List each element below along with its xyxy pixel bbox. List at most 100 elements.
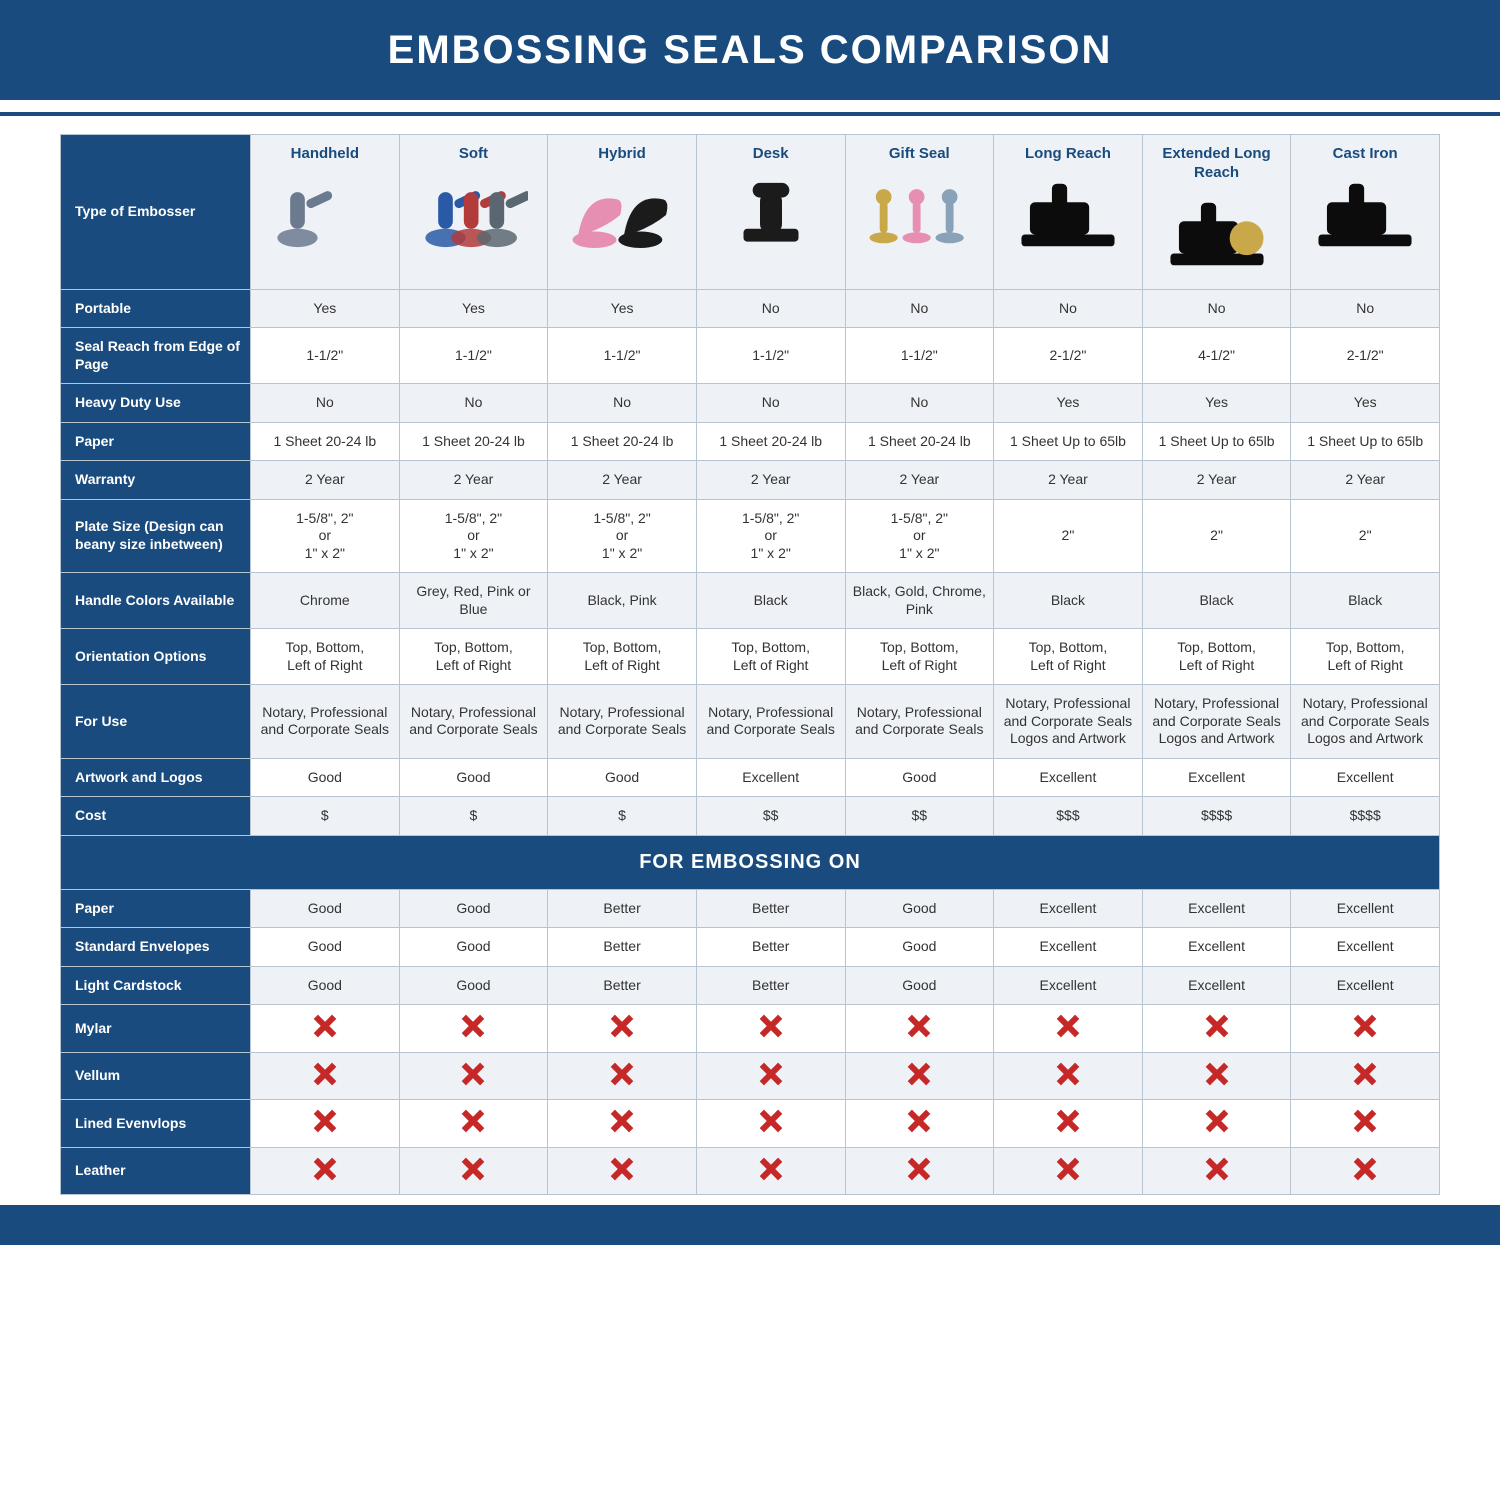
table-cell: Chrome [251,573,400,629]
table-cell: Good [251,758,400,797]
table-cell: 2 Year [845,461,994,500]
row-header: Paper [61,422,251,461]
table-cell: 1-5/8", 2" or 1" x 2" [399,499,548,573]
table-cell [994,1052,1143,1100]
table-cell [548,1147,697,1195]
table-header-row: Type of Embosser Handheld Soft Hybri [61,135,1440,290]
table-cell: Yes [1291,384,1440,423]
column-header-label: Desk [703,145,839,164]
x-icon [462,1063,484,1085]
table-cell: 2" [1291,499,1440,573]
table-cell: Grey, Red, Pink or Blue [399,573,548,629]
table-cell: 2 Year [548,461,697,500]
table-cell [1291,1005,1440,1053]
x-icon [760,1158,782,1180]
table-cell [845,1147,994,1195]
table-cell [399,1005,548,1053]
table-cell [1291,1052,1440,1100]
column-header-label: Extended Long Reach [1149,145,1285,183]
table-cell: $ [548,797,697,836]
table-cell [251,1052,400,1100]
x-icon [908,1158,930,1180]
table-cell: Good [399,928,548,967]
row-header: For Use [61,685,251,759]
column-header: Desk [696,135,845,290]
table-cell: $$ [696,797,845,836]
table-cell: Excellent [1142,928,1291,967]
table-cell: 2 Year [251,461,400,500]
table-cell [399,1052,548,1100]
table-row: For UseNotary, Professional and Corporat… [61,685,1440,759]
x-icon [1057,1015,1079,1037]
table-cell: Black [1291,573,1440,629]
table-cell: 2 Year [399,461,548,500]
table-cell: Excellent [994,889,1143,928]
table-cell: 1-1/2" [696,328,845,384]
x-icon [1354,1110,1376,1132]
table-cell: 1-5/8", 2" or 1" x 2" [251,499,400,573]
x-icon [760,1110,782,1132]
table-cell: 2 Year [994,461,1143,500]
table-cell: Yes [399,289,548,328]
table-cell: Excellent [1291,889,1440,928]
x-icon [462,1158,484,1180]
table-cell: 1 Sheet 20-24 lb [548,422,697,461]
table-cell: Excellent [994,966,1143,1005]
table-cell: No [994,289,1143,328]
table-cell: Good [399,966,548,1005]
table-cell [1142,1052,1291,1100]
section-bar-label: FOR EMBOSSING ON [61,835,1440,889]
table-cell: 1-1/2" [251,328,400,384]
table-cell: Good [251,966,400,1005]
table-cell [696,1052,845,1100]
table-cell: Better [696,966,845,1005]
table-cell: Good [845,966,994,1005]
table-row: Vellum [61,1052,1440,1100]
row-header: Artwork and Logos [61,758,251,797]
table-row: PaperGoodGoodBetterBetterGoodExcellentEx… [61,889,1440,928]
row-header: Warranty [61,461,251,500]
x-icon [314,1158,336,1180]
table-cell: Notary, Professional and Corporate Seals… [994,685,1143,759]
column-header-label: Cast Iron [1297,145,1433,164]
table-cell: $$$ [994,797,1143,836]
table-row: Seal Reach from Edge of Page1-1/2"1-1/2"… [61,328,1440,384]
table-cell: Excellent [994,928,1143,967]
row-header: Cost [61,797,251,836]
column-header: Soft [399,135,548,290]
x-icon [1354,1015,1376,1037]
row-header: Mylar [61,1005,251,1053]
table-cell [1291,1147,1440,1195]
table-cell: Good [251,889,400,928]
x-icon [611,1110,633,1132]
embosser-icon [1000,170,1136,260]
x-icon [1206,1110,1228,1132]
x-icon [1206,1158,1228,1180]
column-header-label: Hybrid [554,145,690,164]
table-cell: No [696,384,845,423]
table-cell: $$$$ [1291,797,1440,836]
table-row: Leather [61,1147,1440,1195]
table-cell: Good [548,758,697,797]
x-icon [611,1158,633,1180]
table-cell: Notary, Professional and Corporate Seals [845,685,994,759]
table-row: Cost$$$$$$$$$$$$$$$$$$ [61,797,1440,836]
row-header: Vellum [61,1052,251,1100]
embosser-icon [554,170,690,260]
table-cell: Black, Gold, Chrome, Pink [845,573,994,629]
table-cell [696,1100,845,1148]
table-cell: Notary, Professional and Corporate Seals… [1142,685,1291,759]
table-row: Plate Size (Design can beany size inbetw… [61,499,1440,573]
table-cell: Better [696,928,845,967]
divider-top [0,112,1500,116]
table-cell: Notary, Professional and Corporate Seals [251,685,400,759]
table-cell: 4-1/2" [1142,328,1291,384]
table-cell: 1-5/8", 2" or 1" x 2" [845,499,994,573]
embosser-icon [1297,170,1433,260]
table-row: Orientation OptionsTop, Bottom, Left of … [61,629,1440,685]
column-header: Cast Iron [1291,135,1440,290]
table-row: Standard EnvelopesGoodGoodBetterBetterGo… [61,928,1440,967]
table-cell: No [845,289,994,328]
row-header: Plate Size (Design can beany size inbetw… [61,499,251,573]
row-header: Portable [61,289,251,328]
